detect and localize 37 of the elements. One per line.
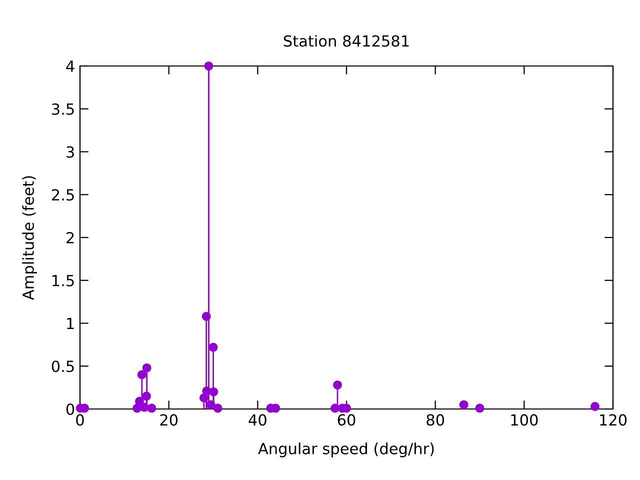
x-tick-label: 120 <box>600 414 627 426</box>
x-tick-label: 80 <box>426 414 444 426</box>
y-tick-label: 3 <box>66 146 74 158</box>
point <box>332 380 342 390</box>
y-tick-label: 0 <box>66 403 74 416</box>
point <box>209 387 218 396</box>
y-tick-label: 1.5 <box>52 275 74 286</box>
point <box>199 393 208 402</box>
y-tick-label: 2.5 <box>52 189 74 201</box>
point <box>147 404 156 413</box>
x-axis-title: Angular speed (deg/hr) <box>258 442 434 458</box>
point <box>142 363 152 372</box>
point <box>206 400 216 410</box>
y-tick-label: 0.5 <box>52 360 74 372</box>
point <box>140 402 149 412</box>
x-tick-label: 60 <box>338 414 356 426</box>
point <box>208 342 218 352</box>
x-tick-label: 100 <box>511 414 538 426</box>
point <box>204 61 214 71</box>
point <box>135 396 144 406</box>
point <box>137 370 146 380</box>
point <box>142 392 151 401</box>
point <box>459 400 468 410</box>
y-tick-label: 3.5 <box>52 103 74 115</box>
point <box>330 404 340 413</box>
y-tick-label: 4 <box>66 60 74 72</box>
x-tick-label: 0 <box>76 414 84 426</box>
y-tick-label: 2 <box>66 232 74 244</box>
y-tick-label: 1 <box>67 318 74 330</box>
chart-title: Station 8412581 <box>284 34 409 47</box>
x-tick-label: 40 <box>248 414 266 426</box>
y-axis-title: Amplitude (feet) <box>22 176 37 300</box>
point <box>590 402 600 411</box>
point <box>213 404 222 413</box>
x-tick-label: 20 <box>160 414 178 426</box>
point <box>202 312 211 321</box>
point <box>475 404 484 413</box>
